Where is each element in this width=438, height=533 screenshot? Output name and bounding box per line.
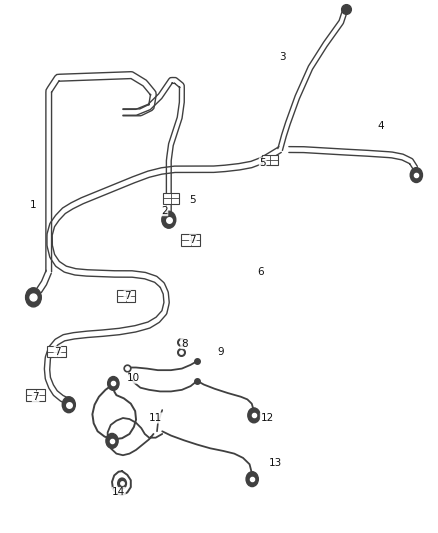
Text: 4: 4 — [377, 120, 384, 131]
Circle shape — [162, 211, 176, 228]
Text: 7: 7 — [124, 290, 131, 301]
Bar — [47, 346, 66, 358]
Circle shape — [410, 167, 423, 182]
Text: 1: 1 — [30, 200, 37, 211]
Bar — [26, 389, 45, 401]
Bar — [181, 234, 200, 246]
Text: 10: 10 — [127, 373, 141, 383]
Bar — [262, 155, 279, 165]
Bar — [162, 193, 179, 204]
Text: 9: 9 — [218, 346, 225, 357]
Text: 14: 14 — [112, 488, 125, 497]
Circle shape — [118, 478, 127, 489]
Text: 8: 8 — [181, 338, 187, 349]
Text: 3: 3 — [279, 52, 286, 61]
Text: 12: 12 — [261, 413, 274, 423]
Text: 6: 6 — [257, 267, 264, 277]
Circle shape — [248, 408, 260, 423]
Text: 5: 5 — [190, 195, 196, 205]
Text: 7: 7 — [32, 392, 39, 402]
Circle shape — [246, 472, 258, 487]
Circle shape — [62, 397, 75, 413]
Circle shape — [25, 288, 41, 307]
Text: 5: 5 — [259, 158, 266, 168]
Text: 11: 11 — [149, 413, 162, 423]
Circle shape — [108, 376, 119, 390]
Text: 7: 7 — [54, 346, 61, 357]
Text: 2: 2 — [161, 206, 168, 216]
Text: 13: 13 — [269, 458, 283, 468]
Bar — [117, 290, 135, 302]
Circle shape — [106, 433, 118, 448]
Text: 7: 7 — [190, 235, 196, 245]
